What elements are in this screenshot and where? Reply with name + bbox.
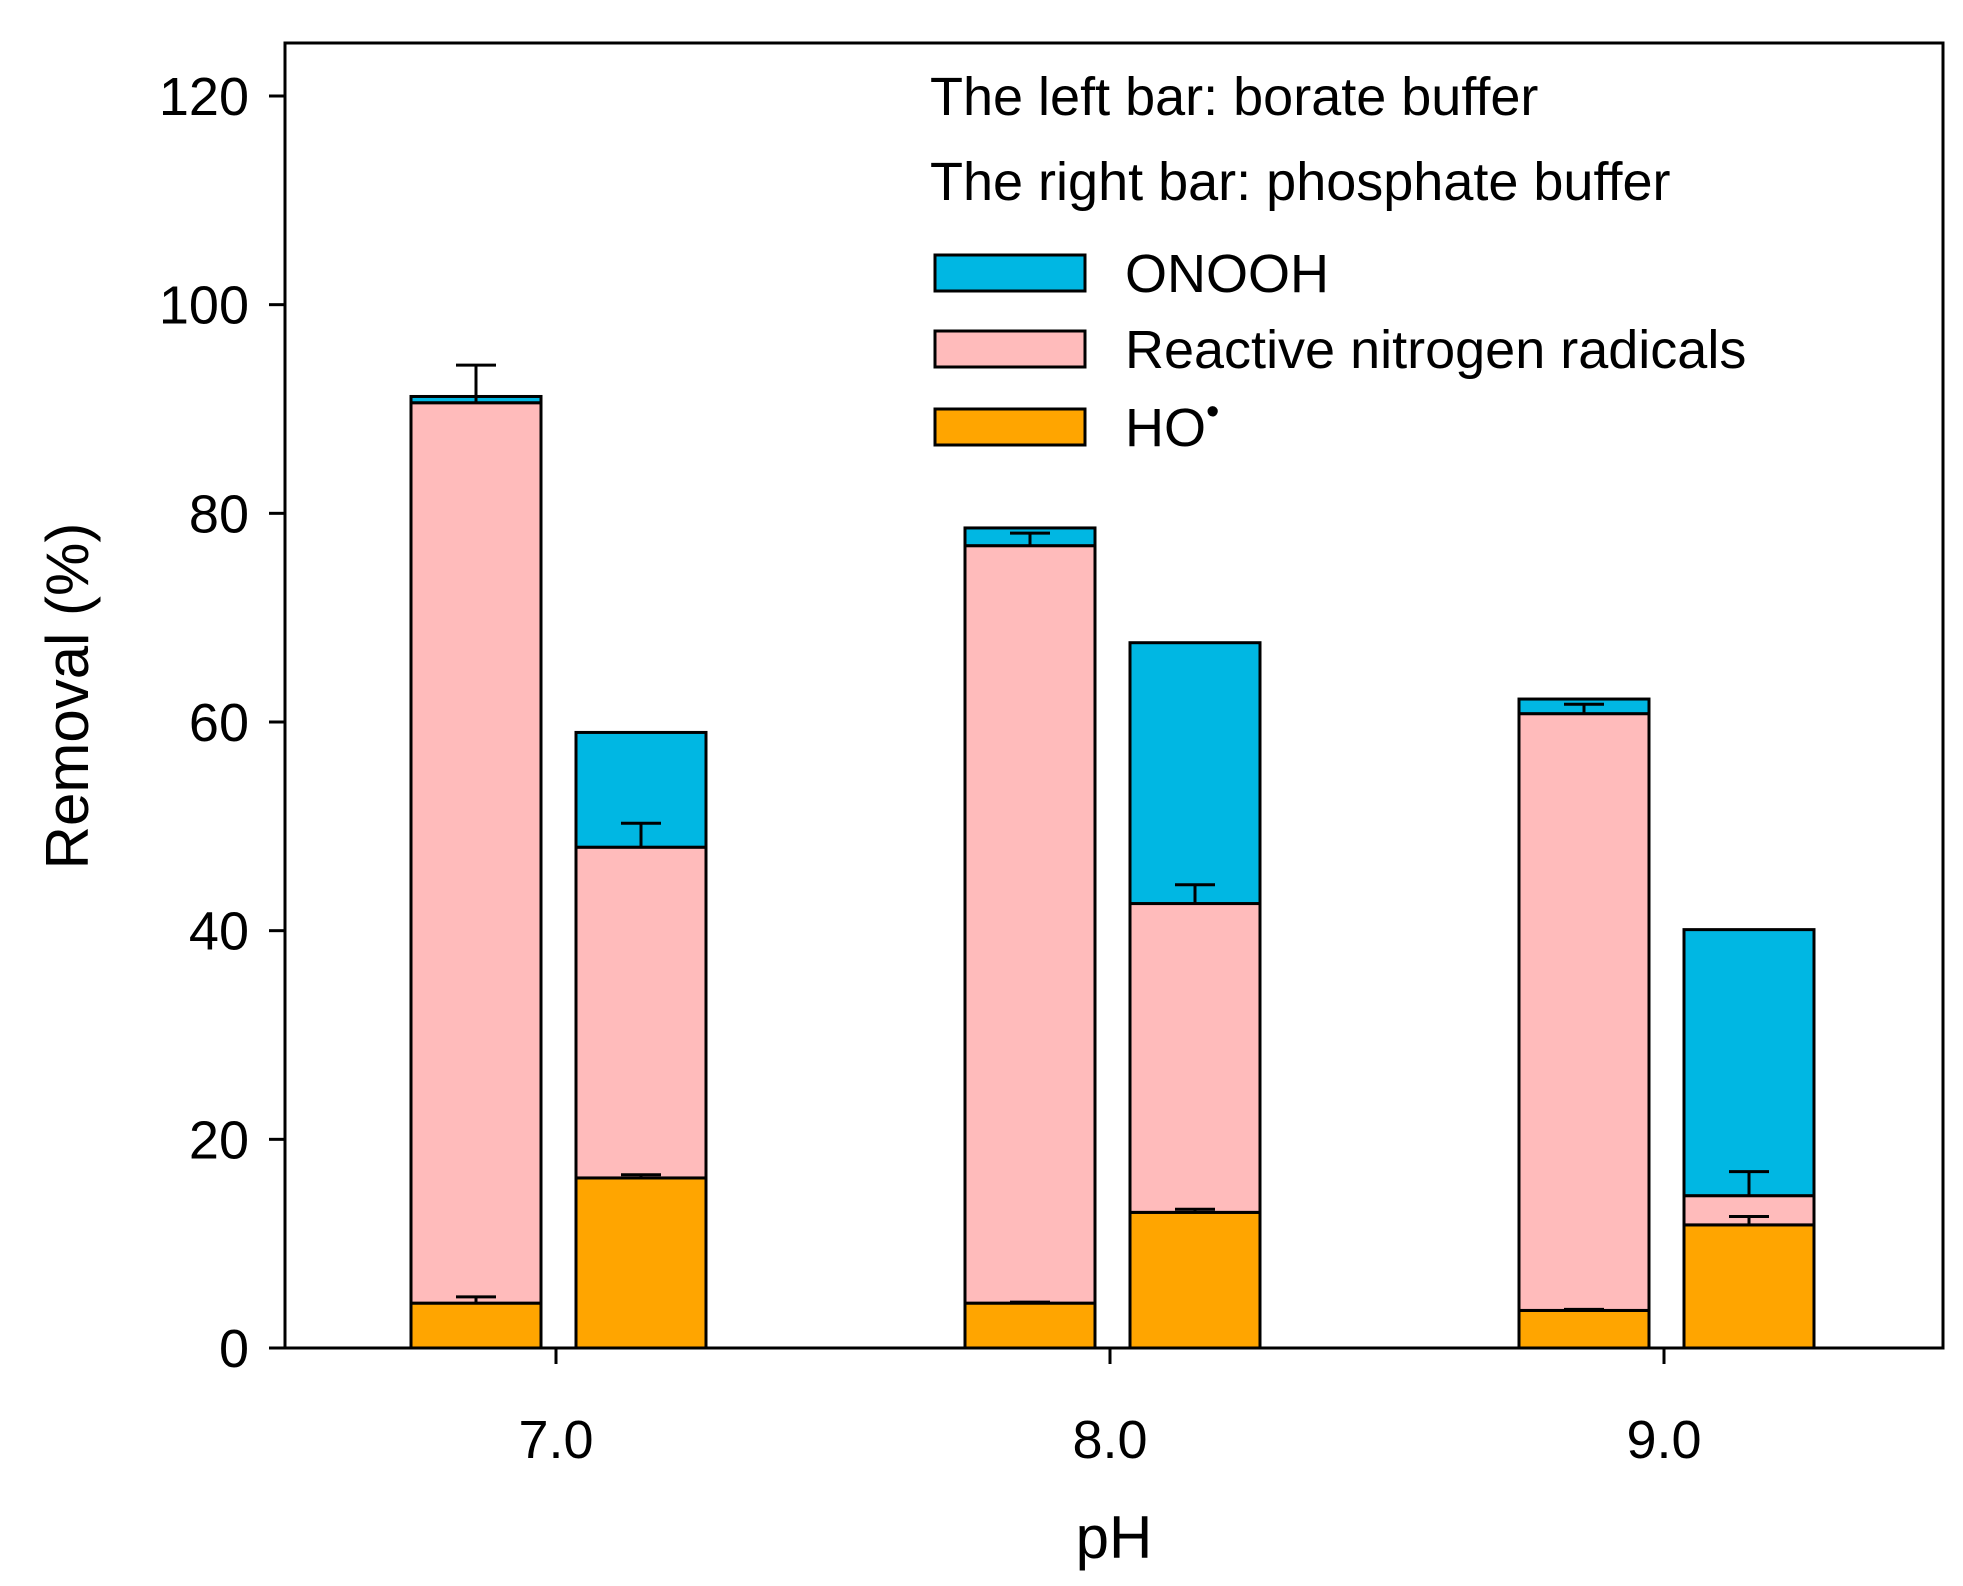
bar-phosphate-8.0-onooh (1128, 641, 1262, 906)
legend-note-2: The right bar: phosphate buffer (930, 152, 1671, 212)
y-tick-label-60: 60 (189, 693, 249, 753)
bar-phosphate-8.0-ho (1128, 1210, 1262, 1350)
y-tick-label-40: 40 (189, 902, 249, 962)
bar-borate-9.0-reactive-nitrogen-radicals (1517, 712, 1651, 1312)
legend-label-reactive-nitrogen-radicals: Reactive nitrogen radicals (1125, 320, 1746, 380)
x-tick-label-7.0: 7.0 (518, 1410, 593, 1470)
x-axis-title: pH (1076, 1504, 1153, 1571)
legend: The left bar: borate buffer The right bar… (930, 67, 1746, 458)
bar-borate-8.0-ho (963, 1301, 1097, 1350)
bar-phosphate-7.0-reactive-nitrogen-radicals (574, 845, 708, 1180)
bar-borate-9.0-ho (1517, 1308, 1651, 1350)
bar-phosphate-7.0-onooh (574, 730, 708, 849)
legend-label-ho: HO• (1125, 391, 1219, 458)
bar-phosphate-9.0-ho (1682, 1223, 1816, 1350)
y-tick-label-20: 20 (189, 1110, 249, 1170)
y-tick-label-120: 120 (159, 67, 249, 127)
bar-phosphate-7.0-ho (574, 1176, 708, 1350)
x-axis: 7.0 8.0 9.0 (518, 1348, 1702, 1470)
x-tick-label-9.0: 9.0 (1626, 1410, 1701, 1470)
y-axis: 0 20 40 60 80 100 120 (159, 67, 285, 1379)
legend-label-superscript: • (1206, 391, 1219, 433)
bar-phosphate-8.0-reactive-nitrogen-radicals (1128, 902, 1262, 1214)
bars-layer (409, 394, 1816, 1350)
y-tick-label-0: 0 (219, 1319, 249, 1379)
error-bars-layer (456, 363, 1769, 1311)
y-tick-label-80: 80 (189, 484, 249, 544)
bar-borate-7.0-ho (409, 1301, 543, 1350)
legend-swatch-reactive-nitrogen-radicals (933, 329, 1087, 369)
x-tick-label-8.0: 8.0 (1072, 1410, 1147, 1470)
legend-swatch-ho (933, 407, 1087, 447)
bar-borate-8.0-reactive-nitrogen-radicals (963, 544, 1097, 1305)
bar-phosphate-9.0-onooh (1682, 928, 1816, 1198)
plot-area-frame (283, 41, 1945, 1350)
legend-swatch-onooh (933, 253, 1087, 293)
legend-note-1: The left bar: borate buffer (930, 67, 1538, 127)
y-axis-title: Removal (%) (34, 523, 101, 870)
legend-label-onooh: ONOOH (1125, 244, 1329, 304)
bar-borate-7.0-reactive-nitrogen-radicals (409, 401, 543, 1305)
y-tick-label-100: 100 (159, 276, 249, 336)
